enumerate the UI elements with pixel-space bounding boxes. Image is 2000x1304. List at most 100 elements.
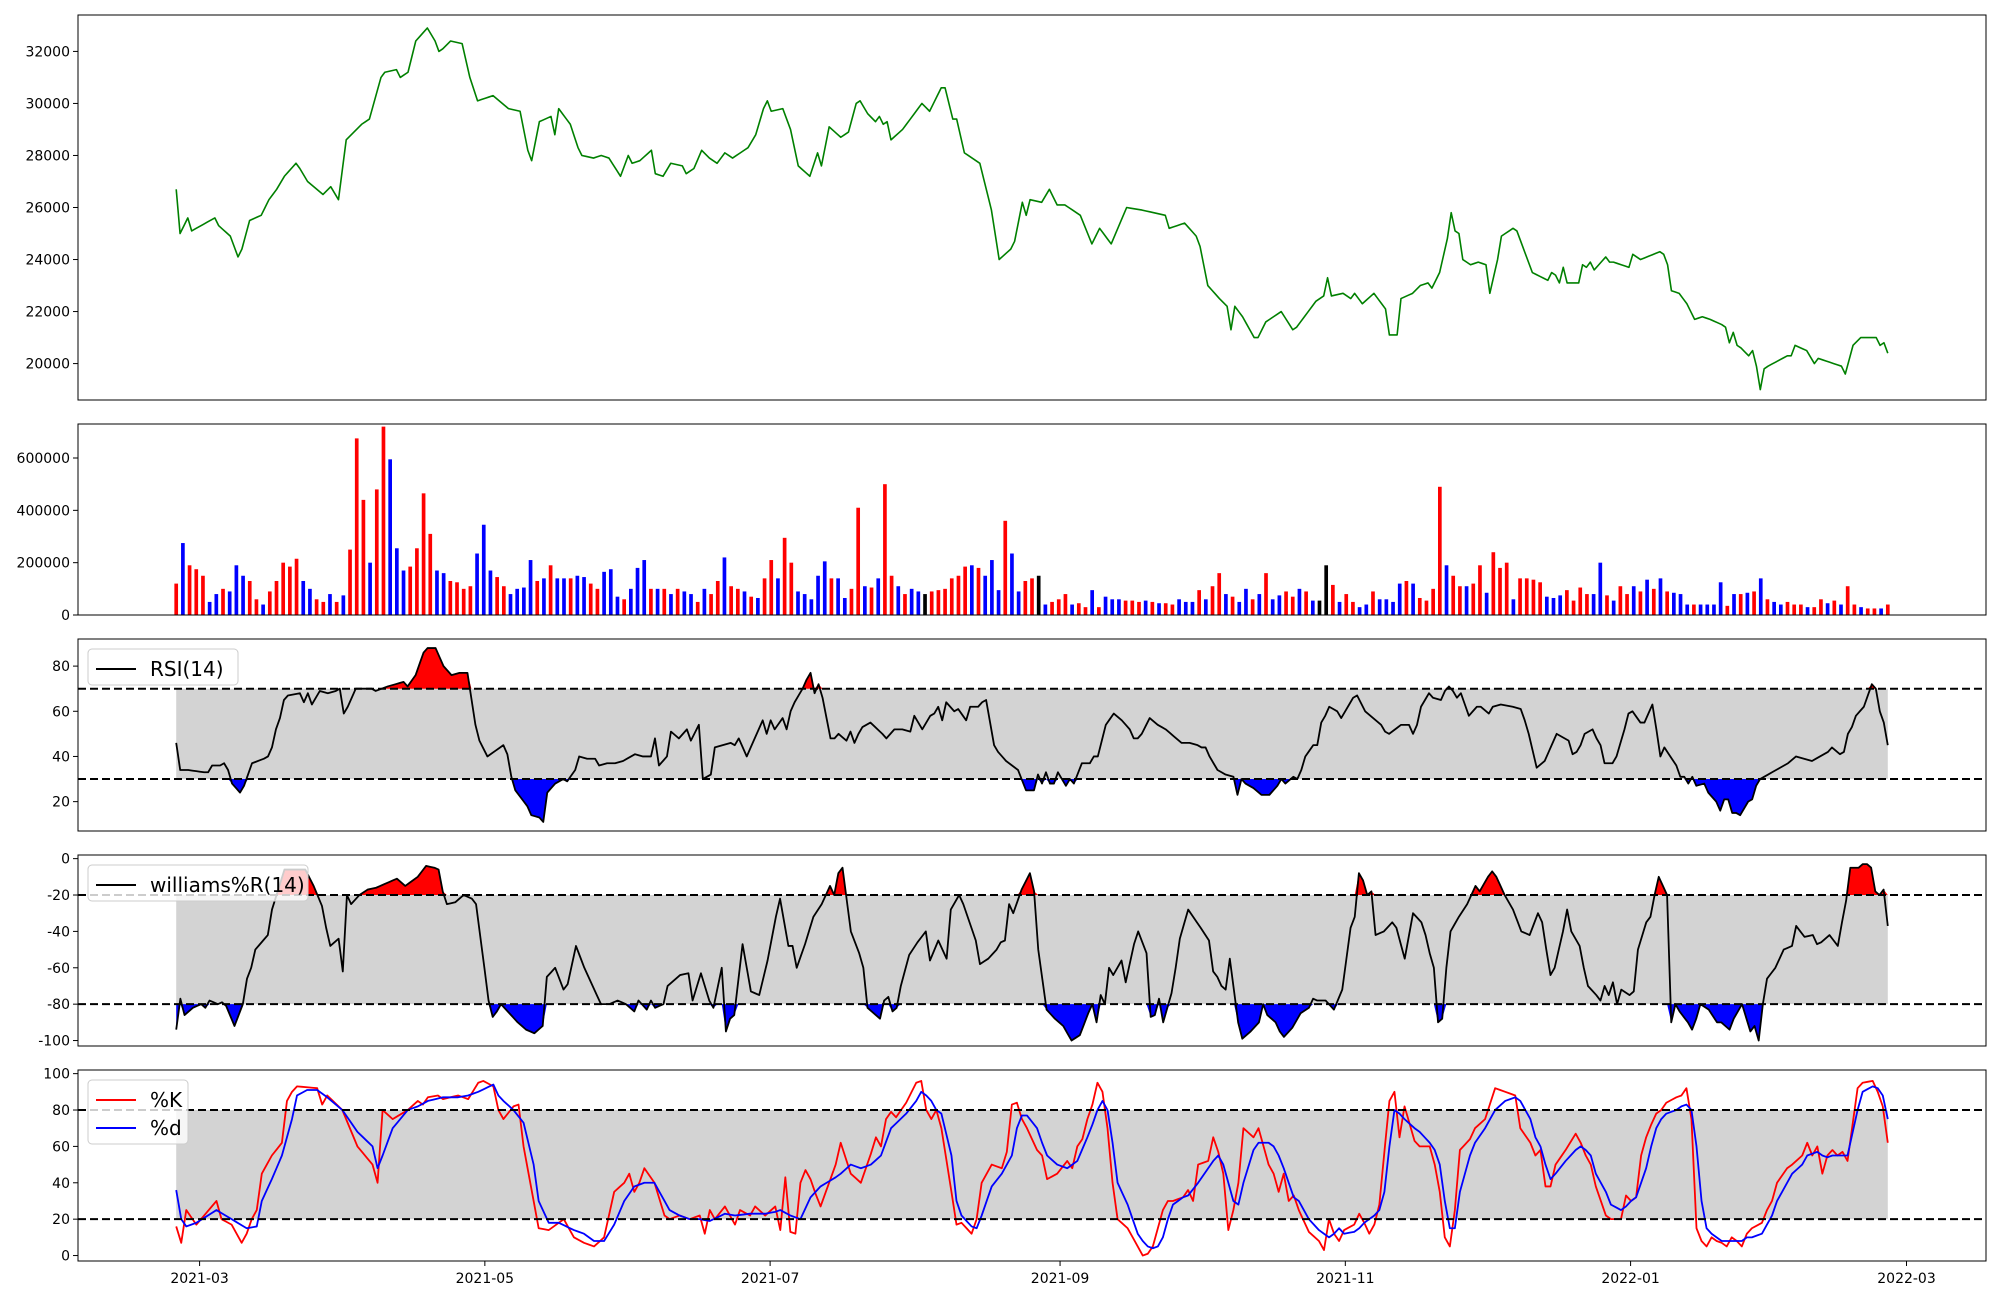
volume-bar bbox=[522, 587, 526, 615]
volume-bar bbox=[709, 594, 713, 615]
volume-bar bbox=[1337, 601, 1342, 615]
volume-bar bbox=[548, 565, 553, 615]
volume-bar bbox=[1237, 601, 1242, 615]
volume-bar bbox=[936, 590, 941, 615]
volume-bar bbox=[1324, 565, 1329, 615]
volume-bar bbox=[562, 578, 566, 615]
volume-bar bbox=[1351, 601, 1355, 615]
volume-bar bbox=[896, 586, 901, 615]
volume-bar bbox=[1558, 595, 1563, 615]
volume-bar bbox=[996, 590, 1001, 615]
volume-bar bbox=[675, 588, 680, 615]
rsi-neutral-band bbox=[176, 688, 1888, 780]
volume-bar bbox=[535, 580, 540, 615]
volume-bar bbox=[1645, 579, 1649, 615]
volume-bar bbox=[1825, 603, 1830, 615]
rsi-panel: 20 40 60 80 RSI(14) bbox=[52, 638, 1987, 832]
volume-bar bbox=[1444, 565, 1449, 615]
volume-bar bbox=[1317, 600, 1322, 615]
volume-bar bbox=[695, 601, 700, 615]
volume-bar bbox=[1043, 604, 1048, 615]
volume-bar bbox=[194, 569, 199, 615]
price-frame bbox=[77, 14, 1987, 401]
volume-bar bbox=[1357, 607, 1362, 615]
volume-bar bbox=[1531, 579, 1536, 615]
volume-bar bbox=[428, 533, 433, 615]
volume-bar bbox=[1611, 600, 1616, 615]
volume-bar bbox=[1411, 583, 1415, 615]
volume-bar bbox=[261, 604, 265, 615]
x-tick-label: 2021-09 bbox=[1031, 1271, 1090, 1287]
volume-bar bbox=[1885, 604, 1890, 615]
volume-bar bbox=[983, 575, 988, 615]
stochastic-ytick-label: 40 bbox=[52, 1176, 70, 1192]
volume-bar bbox=[655, 588, 660, 615]
williams-ytick-label: 0 bbox=[61, 852, 70, 868]
volume-bar bbox=[1210, 586, 1215, 615]
volume-bar bbox=[214, 594, 219, 615]
rsi-series-line-0 bbox=[175, 647, 1889, 823]
volume-bar bbox=[568, 578, 573, 615]
volume-bar bbox=[963, 566, 967, 615]
volume-bar bbox=[1511, 599, 1516, 615]
volume-bar bbox=[1070, 604, 1074, 615]
volume-bar bbox=[308, 588, 312, 615]
volume-bar bbox=[735, 588, 740, 615]
volume-bar bbox=[809, 599, 814, 615]
volume-bar bbox=[1264, 573, 1268, 615]
volume-bar bbox=[782, 537, 787, 615]
volume-bar bbox=[488, 570, 493, 615]
volume-bar bbox=[1839, 604, 1843, 615]
volume-bar bbox=[341, 595, 346, 615]
volume-bar bbox=[1056, 599, 1061, 615]
volume-bar bbox=[602, 571, 606, 615]
volume-frame bbox=[77, 423, 1987, 616]
volume-bar bbox=[301, 580, 306, 615]
volume-bar bbox=[528, 560, 533, 615]
volume-bar bbox=[395, 548, 399, 615]
volume-bar bbox=[288, 566, 292, 615]
volume-bar bbox=[408, 566, 413, 615]
volume-bar bbox=[221, 588, 225, 615]
volume-bar bbox=[1183, 601, 1188, 615]
volume-bar bbox=[1478, 565, 1482, 615]
volume-bar bbox=[642, 560, 647, 615]
williams-legend-label: williams%R(14) bbox=[150, 873, 305, 897]
price-ytick-label: 24000 bbox=[25, 253, 70, 269]
volume-bar bbox=[1571, 600, 1576, 615]
volume-bar bbox=[1150, 601, 1155, 615]
volume-bar bbox=[749, 596, 754, 615]
volume-bar bbox=[1471, 583, 1476, 615]
rsi-frame bbox=[77, 638, 1987, 832]
volume-bar bbox=[1772, 601, 1776, 615]
volume-bar bbox=[1658, 578, 1663, 615]
stochastic-ytick-label: 60 bbox=[52, 1139, 70, 1155]
volume-bar bbox=[1290, 596, 1295, 615]
volume-bar bbox=[1672, 592, 1676, 615]
volume-bar bbox=[742, 591, 747, 615]
volume-bar bbox=[869, 587, 874, 615]
rsi-ytick-label: 40 bbox=[52, 749, 70, 765]
volume-bar bbox=[649, 588, 653, 615]
stochastic-ytick-label: 20 bbox=[52, 1212, 70, 1228]
volume-bar bbox=[1451, 575, 1456, 615]
volume-bar bbox=[575, 575, 580, 615]
volume-bar bbox=[1431, 588, 1435, 615]
volume-bar bbox=[702, 588, 707, 615]
volume-bar bbox=[481, 524, 486, 615]
volume-bar bbox=[715, 580, 720, 615]
volume-bar bbox=[836, 578, 840, 615]
volume-bar bbox=[415, 548, 419, 615]
volume-bar bbox=[1591, 594, 1596, 615]
stochastic-series-line-1 bbox=[175, 1083, 1889, 1250]
williams-ytick-label: -20 bbox=[47, 888, 70, 904]
volume-bar bbox=[1090, 590, 1095, 615]
volume-bar bbox=[863, 586, 867, 615]
volume-bar bbox=[1638, 591, 1643, 615]
volume-bar bbox=[1117, 599, 1121, 615]
volume-bar bbox=[495, 577, 499, 615]
volume-bar bbox=[361, 499, 366, 615]
volume-bar bbox=[1277, 595, 1282, 615]
volume-bar bbox=[1605, 595, 1609, 615]
